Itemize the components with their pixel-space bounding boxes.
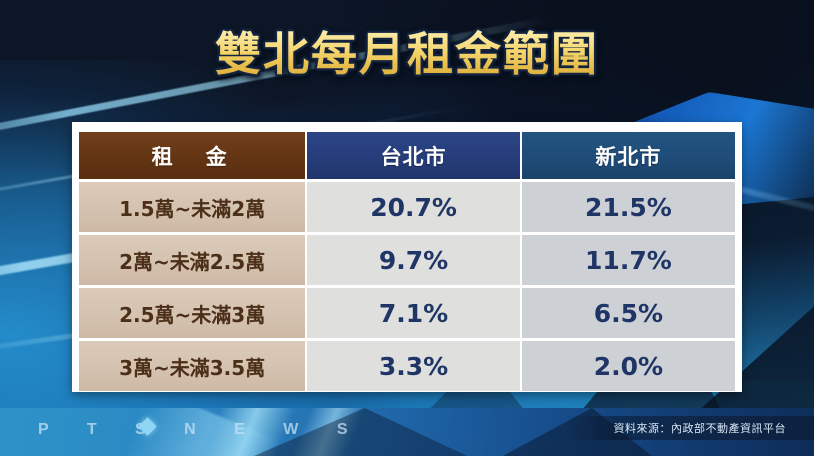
rent-range-table-frame: 租 金 台北市 新北市 1.5萬~未滿2萬 20.7% 21.5% 2萬~未滿2… [72,122,742,392]
pts-news-watermark: P T S N E W S [38,421,365,438]
table-header-row: 租 金 台北市 新北市 [79,132,735,179]
table-row: 3萬~未滿3.5萬 3.3% 2.0% [79,341,735,391]
row-value-new-taipei: 21.5% [519,182,735,232]
row-value-taipei: 9.7% [305,235,520,285]
column-header-taipei: 台北市 [305,132,520,179]
row-value-taipei: 20.7% [305,182,520,232]
rent-range-table: 租 金 台北市 新北市 1.5萬~未滿2萬 20.7% 21.5% 2萬~未滿2… [79,129,735,394]
row-value-new-taipei: 11.7% [519,235,735,285]
row-value-taipei: 3.3% [305,341,520,391]
row-value-new-taipei: 2.0% [519,341,735,391]
table-row: 2萬~未滿2.5萬 9.7% 11.7% [79,235,735,285]
row-label: 2萬~未滿2.5萬 [79,235,306,285]
bottom-bar: P T S N E W S 資料來源：內政部不動產資訊平台 [0,408,814,456]
row-value-new-taipei: 6.5% [519,288,735,338]
table-row: 2.5萬~未滿3萬 7.1% 6.5% [79,288,735,338]
row-label: 1.5萬~未滿2萬 [79,182,306,232]
row-value-taipei: 7.1% [305,288,520,338]
column-header-rent: 租 金 [79,132,306,179]
source-note: 資料來源：內政部不動產資訊平台 [613,422,786,435]
source-band: 資料來源：內政部不動產資訊平台 [568,416,814,440]
row-label: 3萬~未滿3.5萬 [79,341,306,391]
page-title: 雙北每月租金範圍 [0,28,814,81]
table-row: 1.5萬~未滿2萬 20.7% 21.5% [79,182,735,232]
row-label: 2.5萬~未滿3萬 [79,288,306,338]
column-header-new-taipei: 新北市 [519,132,735,179]
